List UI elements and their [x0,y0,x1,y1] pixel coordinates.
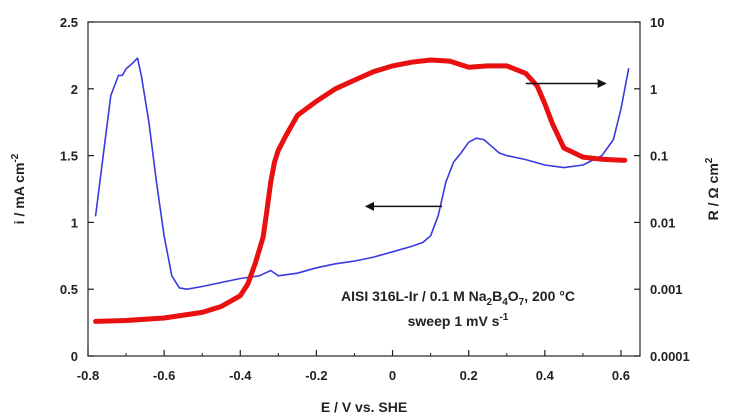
x-tick-label: -0.8 [77,368,99,383]
x-tick-label: 0.4 [536,368,555,383]
current-density-curve [94,57,630,291]
x-tick-label: 0 [389,368,396,383]
y-right-tick-label: 1 [650,82,657,97]
x-tick-label: -0.2 [305,368,327,383]
y-right-tick-label: 10 [650,15,664,30]
y-right-tick-label: 0.01 [650,215,675,230]
x-tick-label: 0.2 [460,368,478,383]
x-tick-label: -0.6 [153,368,175,383]
resistance-curve [93,57,628,324]
y-right-tick-label: 0.1 [650,149,668,164]
annotation-line-2: sweep 1 mV s-1 [408,312,509,329]
annotation-line-1: AISI 316L-Ir / 0.1 M Na2B4O7, 200 °C [341,288,575,308]
x-tick-label: -0.4 [229,368,252,383]
y-left-tick-label: 1 [71,215,78,230]
y-axis-label-left: i / mA cm-2 [10,153,27,224]
plot-frame [87,21,641,357]
y-left-tick-label: 0 [71,349,78,364]
y-left-tick-label: 2 [71,82,78,97]
y-left-tick-label: 2.5 [60,15,78,30]
y-left-tick-label: 0.5 [60,282,78,297]
y-right-tick-label: 0.001 [650,282,683,297]
x-axis-label: E / V vs. SHE [321,399,407,415]
y-right-tick-label: 0.0001 [650,349,690,364]
y-axis-label-right: R / Ω cm2 [704,157,721,220]
x-tick-label: 0.6 [612,368,630,383]
y-left-tick-label: 1.5 [60,149,78,164]
